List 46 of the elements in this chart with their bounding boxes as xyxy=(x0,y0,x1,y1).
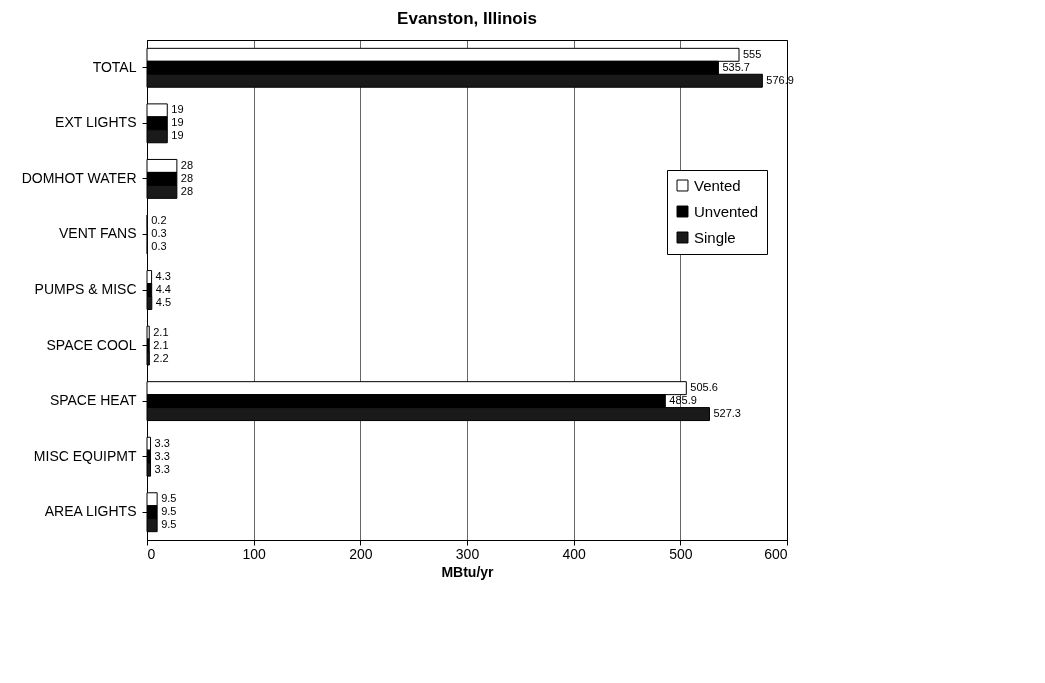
y-tick-label: MISC EQUIPMT xyxy=(33,447,137,464)
data-label: 2.2 xyxy=(153,351,169,364)
x-axis-title: MBtu/yr xyxy=(441,563,495,580)
x-tick-label: 100 xyxy=(242,545,267,562)
x-tick-label: 300 xyxy=(455,545,480,562)
y-tick-label: EXT LIGHTS xyxy=(55,114,137,131)
legend-label: Vented xyxy=(694,176,741,194)
data-label: 9.5 xyxy=(161,518,177,531)
data-label: 3.3 xyxy=(154,436,170,449)
data-label: 505.6 xyxy=(690,381,718,394)
y-tick-label: DOMHOT WATER xyxy=(21,169,137,186)
data-label: 28 xyxy=(180,158,194,171)
chart-title: Evanston, Illinois xyxy=(397,9,537,28)
data-label: 19 xyxy=(171,129,184,142)
legend-label: Unvented xyxy=(694,202,759,220)
data-label: 527.3 xyxy=(713,407,741,420)
data-label: 555 xyxy=(743,47,762,60)
data-label: 9.5 xyxy=(161,492,177,505)
x-tick-label: 400 xyxy=(562,545,587,562)
y-tick-label: PUMPS & MISC xyxy=(34,281,137,297)
data-label: 4.3 xyxy=(155,270,171,283)
data-label: 9.5 xyxy=(161,505,177,518)
legend-label: Single xyxy=(694,228,736,246)
y-tick-label: SPACE HEAT xyxy=(49,392,137,409)
data-label: 2.1 xyxy=(153,325,169,338)
data-label: 535.7 xyxy=(722,60,750,73)
x-tick-label: 600 xyxy=(764,545,788,562)
x-tick-label: 0 xyxy=(147,545,156,562)
y-tick-label: AREA LIGHTS xyxy=(44,503,137,520)
data-label: 19 xyxy=(171,116,184,129)
x-tick-label: 200 xyxy=(349,545,373,562)
data-label: 19 xyxy=(171,103,184,116)
y-tick-label: VENT FANS xyxy=(58,225,137,242)
y-tick-label: SPACE COOL xyxy=(46,336,137,353)
data-label: 28 xyxy=(180,171,194,184)
data-label: 28 xyxy=(180,184,194,197)
x-tick-label: 500 xyxy=(669,545,693,562)
y-tick-label: TOTAL xyxy=(92,58,137,75)
data-label: 3.3 xyxy=(154,449,170,462)
data-label: 3.3 xyxy=(154,462,170,475)
data-label: 4.4 xyxy=(155,283,171,295)
data-label: 2.1 xyxy=(153,338,169,351)
data-label: 0.2 xyxy=(151,214,167,227)
data-label: 0.3 xyxy=(151,227,167,240)
data-label: 0.3 xyxy=(151,240,167,253)
data-label: 4.5 xyxy=(155,295,172,308)
